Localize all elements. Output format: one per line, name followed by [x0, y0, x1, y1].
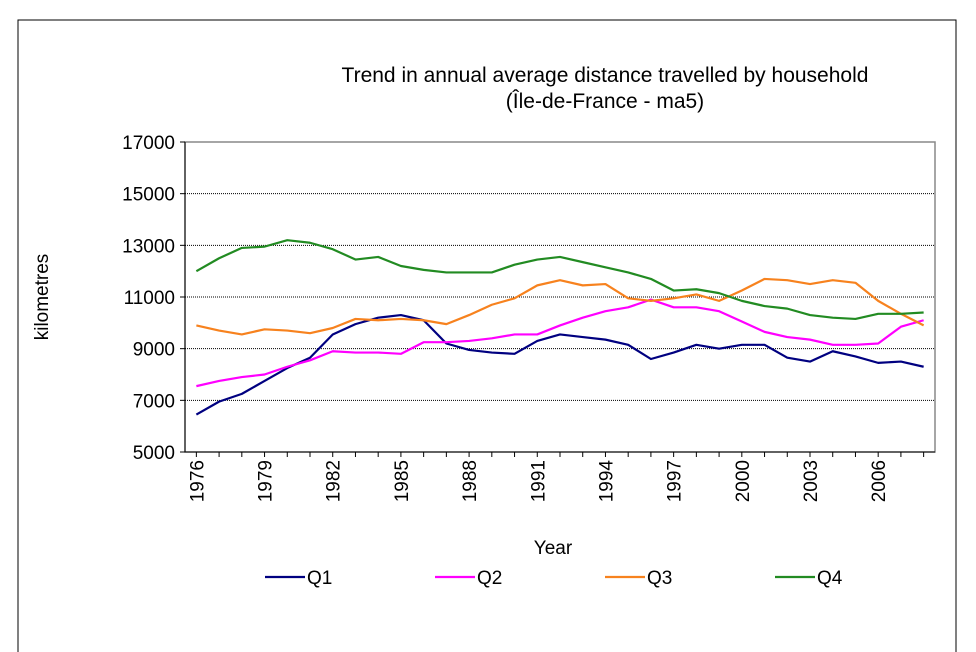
y-tick-label: 7000: [133, 391, 175, 412]
legend-label: Q3: [647, 568, 672, 589]
x-tick-label: 1976: [187, 460, 208, 502]
x-tick-label: 2003: [801, 460, 822, 502]
series-line: [196, 298, 924, 388]
y-tick-label: 11000: [124, 288, 175, 309]
series-line: [195, 313, 924, 416]
x-tick-label: 2000: [733, 460, 754, 502]
chart-title: Trend in annual average distance travell…: [342, 64, 869, 87]
y-tick-label: 5000: [133, 443, 175, 464]
x-tick-label: 1997: [665, 460, 686, 502]
x-tick-label: 1982: [324, 460, 345, 502]
y-tick-label: 9000: [133, 340, 175, 361]
legend-label: Q2: [477, 568, 502, 589]
x-tick-label: 1991: [528, 460, 549, 502]
y-tick-label: 15000: [122, 185, 175, 206]
y-tick-label: 13000: [122, 236, 175, 257]
x-tick-label: 1985: [392, 460, 413, 502]
legend-label: Q1: [307, 568, 332, 589]
series-line: [195, 239, 924, 321]
x-tick-label: 1988: [460, 460, 481, 502]
series-line: [196, 277, 925, 336]
y-tick-label: 17000: [122, 133, 175, 154]
x-axis-label: Year: [534, 538, 573, 559]
x-tick-label: 1994: [596, 460, 617, 503]
chart-subtitle: (Île-de-France - ma5): [506, 90, 704, 113]
x-tick-label: 1979: [256, 460, 277, 502]
x-tick-label: 2006: [869, 460, 890, 502]
legend-label: Q4: [817, 568, 843, 589]
y-axis-label: kilometres: [32, 254, 53, 341]
